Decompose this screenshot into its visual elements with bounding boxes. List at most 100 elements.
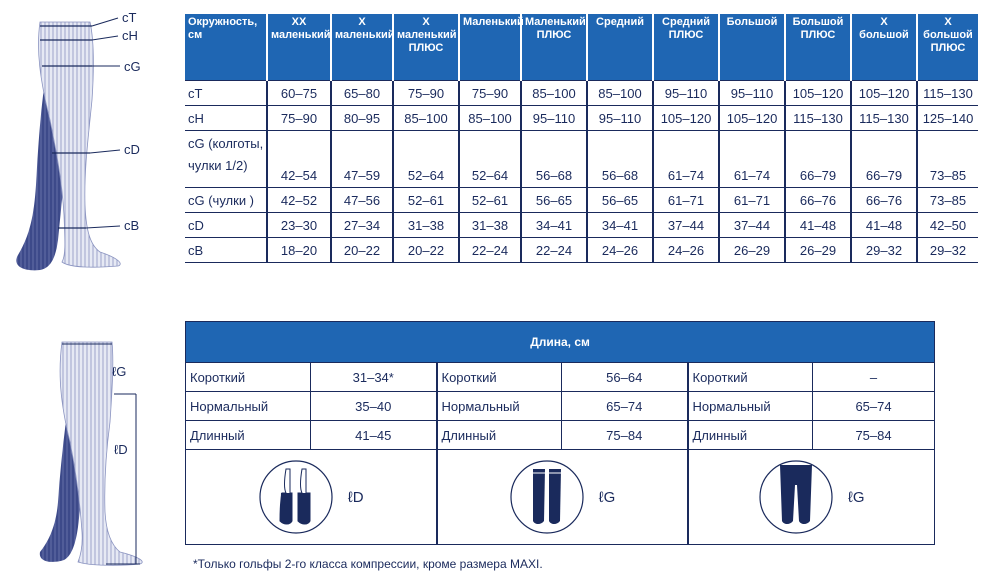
header-size: X большой ПЛЮС	[916, 14, 978, 81]
length-name: Длинный	[686, 420, 813, 450]
header-size: Средний ПЛЮС	[652, 14, 719, 81]
length-value: 41–45	[310, 420, 437, 450]
row-label: cG (чулки )	[185, 187, 267, 213]
size-cell: 60–75	[266, 80, 331, 106]
length-value: 56–64	[561, 362, 688, 392]
size-cell: 75–90	[392, 80, 459, 106]
size-cell: 37–44	[652, 212, 719, 238]
size-cell: 66–79	[784, 130, 851, 188]
header-size: X маленький	[330, 14, 395, 81]
header-size: X маленький ПЛЮС	[392, 14, 459, 81]
size-cell: 27–34	[330, 212, 393, 238]
size-cell: 105–120	[652, 105, 719, 131]
size-cell: 75–90	[458, 80, 521, 106]
size-cell: 24–26	[586, 237, 653, 263]
size-cell: 20–22	[392, 237, 459, 263]
length-name: Короткий	[185, 362, 311, 392]
stocking-cell: ℓG	[435, 449, 688, 545]
header-size: Большой	[718, 14, 785, 81]
tights-cell: ℓG	[686, 449, 936, 545]
size-cell: 37–44	[718, 212, 785, 238]
size-cell: 29–32	[850, 237, 917, 263]
size-cell: 52–61	[458, 187, 521, 213]
size-cell: 29–32	[916, 237, 978, 263]
header-size: X большой	[850, 14, 917, 81]
size-cell: 26–29	[718, 237, 785, 263]
size-cell: 95–110	[718, 80, 785, 106]
size-cell: 105–120	[718, 105, 785, 131]
size-cell: 85–100	[392, 105, 459, 131]
size-cell: 47–59	[330, 130, 393, 188]
size-cell: 73–85	[916, 187, 978, 213]
size-cell: 66–76	[850, 187, 917, 213]
length-value: 65–74	[811, 391, 936, 421]
label-lg: ℓG	[112, 364, 126, 379]
label-cd: cD	[124, 142, 140, 157]
footnote: *Только гольфы 2-го класса компрессии, к…	[193, 557, 543, 571]
size-cell: 41–48	[784, 212, 851, 238]
length-row-short: Короткий 31–34* Короткий 56–64 Короткий …	[185, 362, 936, 392]
row-label: cB	[185, 237, 267, 263]
size-cell: 66–79	[850, 130, 917, 188]
size-cell: 42–54	[266, 130, 331, 188]
header-size: Большой ПЛЮС	[784, 14, 851, 81]
size-cell: 95–110	[586, 105, 653, 131]
size-table-header-row: Окружность, см XX маленький X маленький …	[185, 14, 978, 81]
size-cell: 56–68	[586, 130, 653, 188]
size-cell: 125–140	[916, 105, 978, 131]
size-cell: 115–130	[916, 80, 978, 106]
size-cell: 56–65	[586, 187, 653, 213]
size-cell: 56–65	[520, 187, 587, 213]
header-size: XX маленький	[266, 14, 331, 81]
label-ld: ℓD	[114, 442, 128, 457]
size-cell: 73–85	[916, 130, 978, 188]
size-cell: 41–48	[850, 212, 917, 238]
size-cell: 66–76	[784, 187, 851, 213]
length-name: Нормальный	[686, 391, 813, 421]
length-value: 75–84	[811, 420, 936, 450]
size-cell: 95–110	[520, 105, 587, 131]
row-label: cT	[185, 80, 267, 106]
length-value: –	[811, 362, 936, 392]
size-cell: 22–24	[458, 237, 521, 263]
size-cell: 105–120	[850, 80, 917, 106]
length-name: Нормальный	[185, 391, 311, 421]
size-cell: 56–68	[520, 130, 587, 188]
length-row-normal: Нормальный 35–40 Нормальный 65–74 Нормал…	[185, 391, 936, 421]
size-cell: 85–100	[458, 105, 521, 131]
size-cell: 61–74	[652, 130, 719, 188]
size-cell: 52–61	[392, 187, 459, 213]
size-cell: 75–90	[266, 105, 331, 131]
knee-sock-icon	[259, 460, 333, 534]
label-ct: cT	[122, 10, 137, 25]
size-cell: 115–130	[850, 105, 917, 131]
size-cell: 24–26	[652, 237, 719, 263]
label-cg: cG	[124, 59, 141, 74]
length-value: 75–84	[561, 420, 688, 450]
length-table-title: Длина, см	[184, 321, 936, 363]
length-name: Длинный	[185, 420, 311, 450]
size-row: cG (чулки ) 42–52 47–56 52–61 52–61 56–65 56–6…	[185, 187, 978, 213]
row-label: cH	[185, 105, 267, 131]
size-cell: 61–71	[652, 187, 719, 213]
size-cell: 80–95	[330, 105, 393, 131]
header-size: Маленький ПЛЮС	[520, 14, 587, 81]
size-cell: 52–64	[458, 130, 521, 188]
row-label: cD	[185, 212, 267, 238]
length-value: 65–74	[561, 391, 688, 421]
size-cell: 61–71	[718, 187, 785, 213]
size-cell: 85–100	[586, 80, 653, 106]
size-cell: 42–50	[916, 212, 978, 238]
length-pictures-row: ℓD ℓG	[185, 449, 936, 545]
length-chart-table: Длина, см Короткий 31–34* Короткий 56–64…	[184, 321, 936, 545]
size-cell: 47–56	[330, 187, 393, 213]
size-row: cD 23–30 27–34 31–38 31–38 34–41 34–41 37–44 37–…	[185, 212, 978, 238]
stocking-icon	[510, 460, 584, 534]
size-row: cB 18–20 20–22 20–22 22–24 22–24 24–26 24–26 26–…	[185, 237, 978, 263]
length-value: 35–40	[310, 391, 437, 421]
size-cell: 20–22	[330, 237, 393, 263]
size-cell: 34–41	[586, 212, 653, 238]
label-ch: cH	[122, 28, 138, 43]
size-cell: 23–30	[266, 212, 331, 238]
size-row: cT 60–75 65–80 75–90 75–90 85–100 85–100 95–110…	[185, 80, 978, 106]
